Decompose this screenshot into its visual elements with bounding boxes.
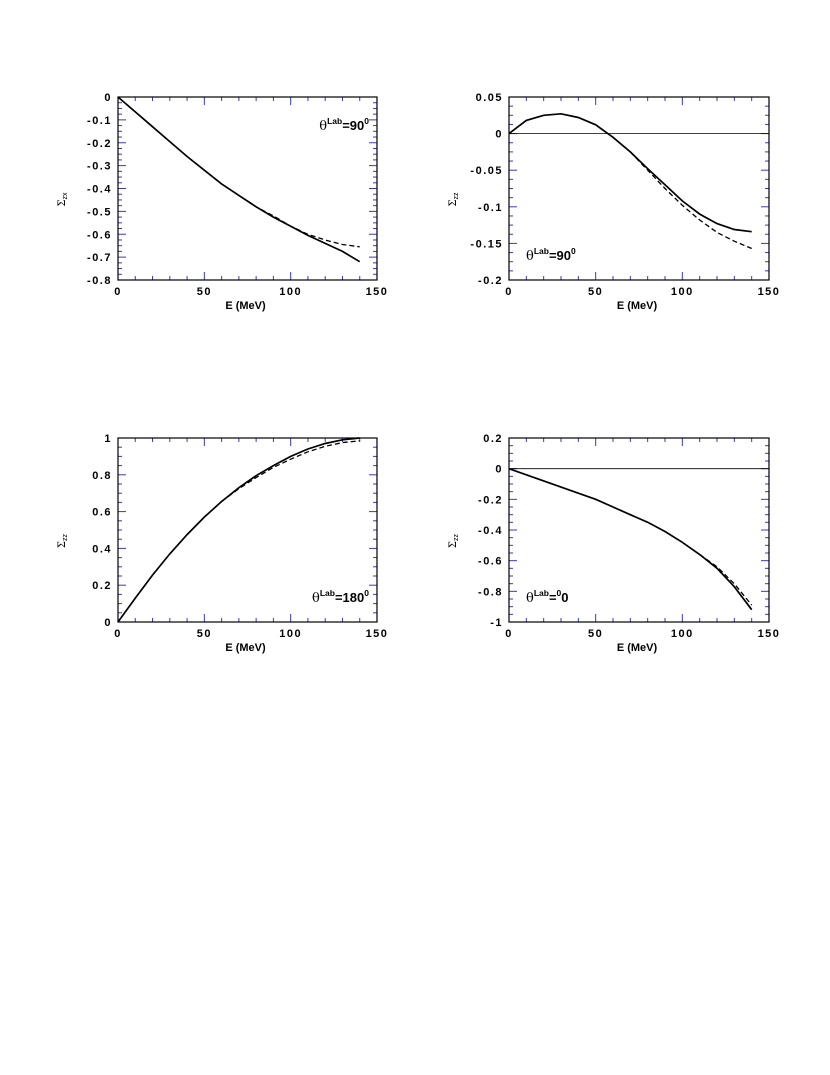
x-tick-label: 0: [114, 286, 122, 298]
x-axis-title: E (MeV): [617, 642, 658, 654]
degree-superscript: 0: [557, 588, 562, 598]
angle-value-after: 0: [561, 590, 568, 605]
y-axis-title: Σzx: [57, 192, 69, 207]
lab-superscript: Lab: [327, 116, 342, 126]
dashed-curve: [221, 440, 360, 503]
y-axis-title: Σzz: [57, 534, 69, 549]
angle-annotation: θLab=900: [526, 246, 576, 264]
x-tick-label: 50: [197, 286, 212, 298]
x-tick-label: 100: [671, 628, 694, 640]
y-tick-label: -0.8: [87, 275, 112, 287]
x-axis-title: E (MeV): [225, 642, 266, 654]
y-tick-label: -0.7: [87, 252, 112, 264]
y-axis-symbol: Σ: [448, 199, 459, 206]
dashed-curve: [699, 553, 753, 606]
y-tick-label: -0.6: [478, 556, 503, 568]
angle-value: =180: [335, 590, 364, 605]
x-tick-label: 50: [197, 628, 212, 640]
x-tick-label: 150: [366, 286, 389, 298]
theta-symbol: θ: [319, 119, 327, 134]
y-tick-label: 0.2: [92, 580, 112, 592]
theta-symbol: θ: [526, 249, 534, 264]
y-tick-label: -0.3: [87, 161, 112, 173]
lab-superscript: Lab: [534, 588, 549, 598]
y-tick-label: 0.6: [92, 507, 112, 519]
y-tick-label: -0.4: [478, 525, 503, 537]
chart-panel-bottom-left: 0 50 100 150 0 0.2 0.4 0.6 0.8 1 E (MeV) Σzz θLab=18…: [57, 433, 389, 654]
y-tick-label: -0.8: [478, 586, 503, 598]
y-tick-label: 0: [495, 129, 503, 141]
solid-curve: [117, 437, 360, 623]
x-axis-title: E (MeV): [617, 300, 658, 312]
y-tick-label: 0.4: [92, 543, 112, 555]
theta-symbol: θ: [526, 591, 534, 606]
y-axis-title: Σzz: [448, 192, 460, 207]
y-tick-label: -1: [490, 617, 503, 629]
x-tick-label: 50: [588, 286, 603, 298]
x-axis-title: E (MeV): [225, 300, 266, 312]
plot-frame: [508, 437, 770, 623]
angle-annotation: θLab=1800: [312, 588, 369, 606]
x-tick-label: 100: [279, 286, 302, 298]
chart-panel-top-right: 0 50 100 150 0.05 0 -0.05 -0.1 -0.15 -0.2 E (MeV) Σ…: [448, 92, 781, 312]
x-tick-label: 0: [505, 628, 513, 640]
x-tick-label: 0: [114, 628, 122, 640]
x-tick-label: 100: [671, 286, 694, 298]
solid-curve: [508, 467, 753, 611]
x-tick-label: 0: [505, 286, 513, 298]
y-axis-subscript: zx: [62, 192, 69, 200]
y-tick-label: -0.6: [87, 229, 112, 241]
y-tick-label: -0.2: [478, 275, 503, 287]
solid-curve: [508, 112, 752, 233]
theta-symbol: θ: [312, 591, 320, 606]
lab-superscript: Lab: [320, 588, 335, 598]
y-tick-label: 0: [495, 464, 503, 476]
x-tick-label: 50: [588, 628, 603, 640]
y-tick-label: 0.8: [92, 470, 112, 482]
y-tick-label: -0.15: [470, 238, 503, 250]
degree-superscript: 0: [364, 116, 369, 126]
y-tick-label: -0.1: [87, 115, 112, 127]
y-tick-label: 0: [104, 92, 112, 104]
y-tick-label: -0.05: [470, 165, 503, 177]
y-axis-subscript: zz: [62, 534, 69, 542]
y-tick-label: -0.4: [87, 184, 112, 196]
y-tick-label: -0.5: [87, 206, 112, 218]
dashed-curve: [629, 151, 752, 250]
y-tick-label: -0.2: [478, 494, 503, 506]
y-axis-symbol: Σ: [57, 199, 68, 206]
chart-panel-bottom-right: 0 50 100 150 0.2 0 -0.2 -0.4 -0.6 -0.8 -1 E (MeV) Σz…: [448, 433, 781, 654]
angle-annotation: θLab=900: [319, 116, 369, 134]
solid-curve: [117, 96, 361, 263]
dashed-curve: [247, 200, 360, 248]
y-axis-title: Σzz: [448, 534, 460, 549]
plot-frame: [117, 96, 378, 281]
y-axis-subscript: zz: [453, 534, 460, 542]
y-axis-subscript: zz: [453, 192, 460, 200]
y-tick-label: 0.05: [476, 92, 503, 104]
y-axis-symbol: Σ: [57, 541, 68, 548]
y-tick-label: 0.2: [483, 433, 503, 445]
x-tick-label: 150: [758, 628, 781, 640]
y-tick-label: 0: [104, 617, 112, 629]
angle-value: =90: [342, 118, 364, 133]
y-tick-label: -0.2: [87, 138, 112, 150]
chart-panel-top-left: 0 50 100 150 0 -0.1 -0.2 -0.3 -0.4 -0.5 -0.6 -0.7 -0…: [57, 92, 389, 312]
x-tick-label: 150: [758, 286, 781, 298]
degree-superscript: 0: [571, 246, 576, 256]
y-tick-label: -0.1: [478, 202, 503, 214]
angle-value: =: [549, 590, 557, 605]
y-tick-label: 1: [104, 433, 112, 445]
angle-annotation: θLab=00: [526, 588, 569, 606]
plot-frame: [508, 96, 770, 281]
x-tick-label: 100: [279, 628, 302, 640]
degree-superscript: 0: [364, 588, 369, 598]
angle-value: =90: [549, 248, 571, 263]
lab-superscript: Lab: [534, 246, 549, 256]
plot-frame: [117, 437, 378, 623]
x-tick-label: 150: [366, 628, 389, 640]
y-axis-symbol: Σ: [448, 541, 459, 548]
